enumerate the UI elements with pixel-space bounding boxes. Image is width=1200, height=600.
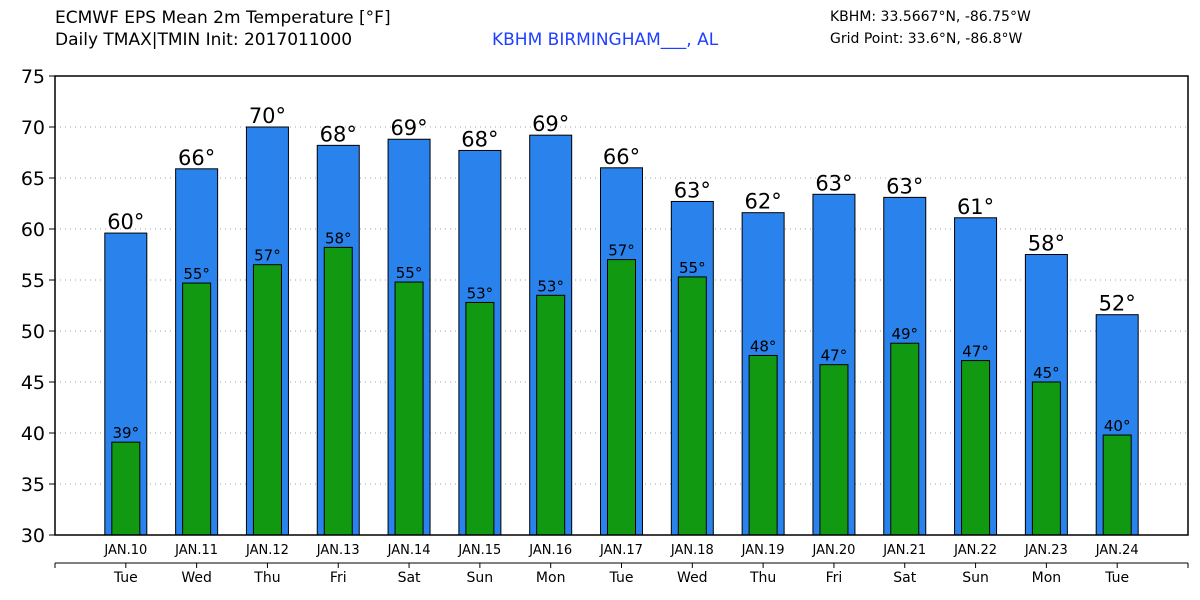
- tmin-label: 53°: [537, 277, 564, 295]
- tmin-bar: [394, 281, 424, 536]
- tmin-label: 55°: [183, 265, 210, 283]
- tmax-label: 70°: [249, 104, 286, 128]
- weekday-label: Fri: [826, 570, 843, 586]
- chart-title: ECMWF EPS Mean 2m Temperature [°F]: [55, 8, 391, 28]
- date-label: JAN.13: [316, 543, 360, 558]
- tmin-label: 53°: [467, 284, 494, 302]
- y-tick-label: 35: [21, 474, 45, 496]
- chart-subtitle: Daily TMAX|TMIN Init: 2017011000: [55, 30, 353, 50]
- grid-point-coordinates: Grid Point: 33.6°N, -86.8°W: [830, 31, 1023, 47]
- date-label: JAN.17: [599, 543, 643, 558]
- date-label: JAN.23: [1024, 543, 1068, 558]
- station-coordinates: KBHM: 33.5667°N, -86.75°W: [830, 9, 1031, 25]
- weekday-label: Thu: [253, 570, 280, 586]
- weekday-label: Sat: [398, 570, 421, 586]
- y-tick-label: 60: [21, 219, 45, 241]
- tmax-label: 69°: [390, 116, 427, 140]
- weekday-label: Tue: [1104, 570, 1129, 586]
- tmin-label: 49°: [891, 325, 918, 343]
- tmin-bar: [252, 264, 282, 536]
- tmin-label: 55°: [396, 264, 423, 282]
- y-tick-label: 50: [21, 321, 45, 343]
- tmin-bar: [465, 301, 495, 536]
- date-label: JAN.19: [741, 543, 785, 558]
- weekday-label: Mon: [536, 570, 566, 586]
- date-label: JAN.16: [528, 543, 572, 558]
- tmin-label: 45°: [1033, 364, 1060, 382]
- weekday-label: Wed: [677, 570, 708, 586]
- tmin-label: 40°: [1104, 417, 1131, 435]
- date-label: JAN.12: [245, 543, 289, 558]
- weekday-label: Tue: [113, 570, 138, 586]
- y-tick-label: 45: [21, 372, 45, 394]
- plot-frame: [54, 75, 1189, 536]
- tmax-label: 69°: [532, 112, 569, 136]
- date-label: JAN.22: [953, 543, 997, 558]
- tmax-label: 63°: [674, 178, 711, 202]
- tmin-bar: [890, 342, 920, 536]
- date-label: JAN.21: [882, 543, 926, 558]
- tmin-bar: [819, 364, 849, 536]
- tmin-bar: [111, 441, 141, 536]
- tmin-label: 48°: [750, 337, 777, 355]
- tmax-label: 66°: [603, 145, 640, 169]
- tmax-label: 63°: [886, 174, 923, 198]
- date-label: JAN.15: [457, 543, 501, 558]
- date-label: JAN.24: [1095, 543, 1139, 558]
- weekday-label: Sun: [467, 570, 494, 586]
- tmin-label: 57°: [608, 242, 635, 260]
- tmin-label: 57°: [254, 247, 281, 265]
- y-tick-label: 70: [21, 117, 45, 139]
- y-tick-label: 40: [21, 423, 45, 445]
- weekday-label: Wed: [181, 570, 212, 586]
- tmax-label: 68°: [461, 127, 498, 151]
- tmin-bar: [961, 360, 991, 536]
- weekday-label: Sat: [893, 570, 916, 586]
- tmax-label: 61°: [957, 195, 994, 219]
- tmin-label: 47°: [962, 343, 989, 361]
- weekday-label: Fri: [330, 570, 347, 586]
- tmax-label: 66°: [178, 146, 215, 170]
- date-label: JAN.11: [174, 543, 218, 558]
- tmax-label: 62°: [745, 190, 782, 214]
- tmin-bar: [607, 259, 636, 536]
- tmax-label: 58°: [1028, 232, 1065, 256]
- tmax-label: 52°: [1099, 292, 1136, 316]
- tmin-bar: [182, 282, 212, 536]
- weekday-label: Mon: [1032, 570, 1062, 586]
- tmax-label: 68°: [320, 122, 357, 146]
- date-label: JAN.10: [103, 543, 147, 558]
- tmin-label: 55°: [679, 259, 706, 277]
- station-name: KBHM BIRMINGHAM___, AL: [492, 30, 719, 50]
- y-tick-label: 55: [21, 270, 45, 292]
- date-label: JAN.20: [811, 543, 855, 558]
- tmin-bar: [748, 354, 778, 536]
- tmin-bar: [677, 276, 707, 536]
- y-tick-label: 75: [21, 66, 45, 88]
- date-label: JAN.18: [670, 543, 714, 558]
- weekday-label: Thu: [749, 570, 776, 586]
- tmin-bar: [1031, 381, 1061, 536]
- tmin-bar: [323, 246, 353, 536]
- tmax-label: 60°: [107, 210, 144, 234]
- weekday-label: Tue: [609, 570, 634, 586]
- tmin-bar: [536, 294, 566, 536]
- date-label: JAN.14: [387, 543, 431, 558]
- y-tick-label: 65: [21, 168, 45, 190]
- tmin-bar: [1102, 434, 1132, 536]
- y-tick-label: 30: [21, 525, 45, 547]
- tmin-label: 39°: [113, 424, 140, 442]
- tmin-label: 58°: [325, 229, 352, 247]
- tmin-label: 47°: [821, 347, 848, 365]
- weekday-label: Sun: [962, 570, 989, 586]
- tmax-label: 63°: [815, 171, 852, 195]
